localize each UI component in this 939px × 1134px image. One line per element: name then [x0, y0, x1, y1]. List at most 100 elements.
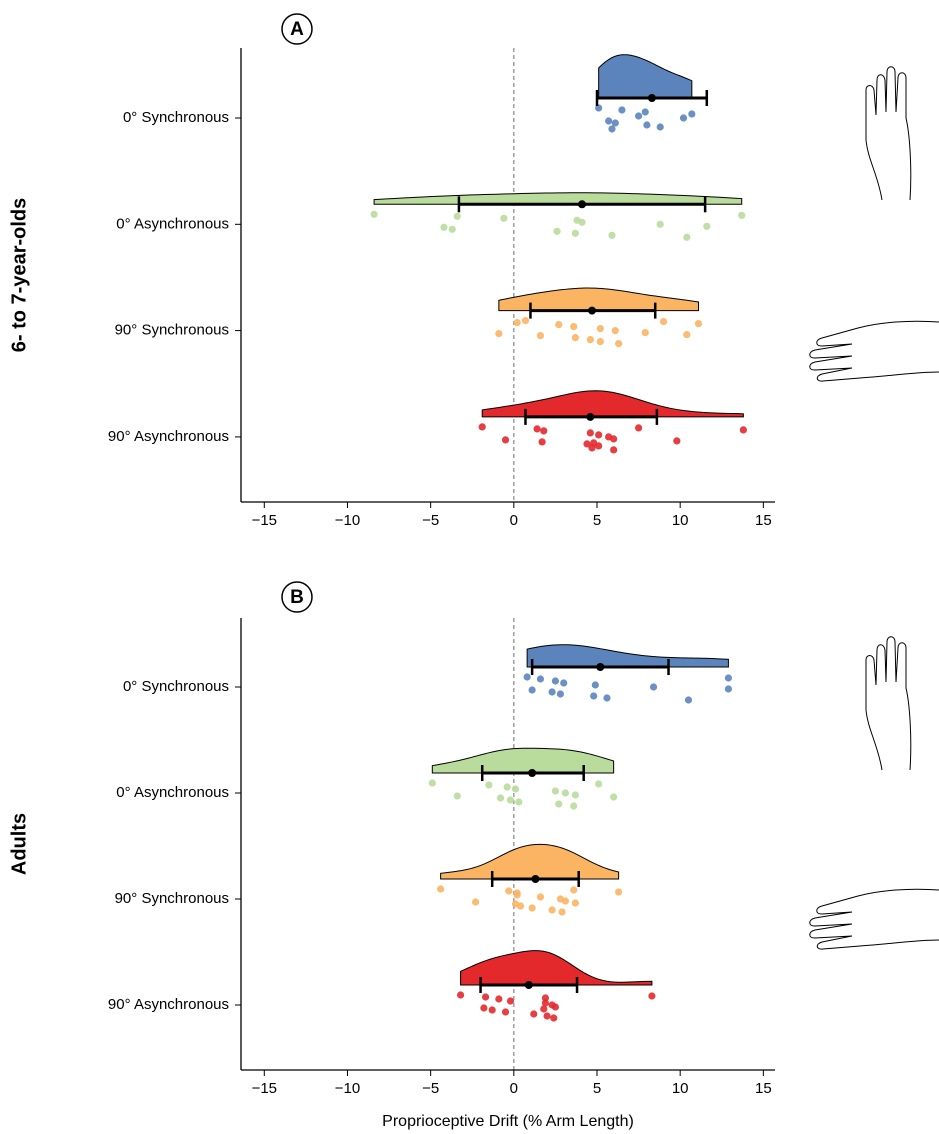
data-point — [688, 110, 696, 118]
density — [598, 54, 693, 99]
x-tick-label: −10 — [335, 512, 360, 529]
data-point — [548, 906, 556, 914]
data-point — [528, 904, 536, 912]
data-point — [505, 887, 513, 895]
x-tick-label: 15 — [755, 512, 772, 529]
data-point — [541, 999, 550, 1007]
data-point — [370, 210, 378, 218]
data-point — [550, 1014, 558, 1022]
data-point — [595, 780, 603, 788]
data-point — [513, 319, 521, 327]
hand-icons — [809, 66, 939, 950]
density — [440, 843, 620, 880]
data-point — [571, 899, 579, 907]
mean-point — [578, 200, 587, 209]
data-point — [488, 1006, 496, 1014]
data-point — [596, 325, 604, 333]
data-point — [586, 336, 594, 344]
data-point — [561, 897, 569, 905]
data-point — [659, 318, 668, 326]
data-point — [683, 331, 691, 339]
data-point — [495, 330, 503, 338]
data-point — [503, 783, 511, 791]
mean-point — [588, 306, 597, 315]
data-point — [456, 991, 465, 999]
data-point — [551, 1003, 560, 1011]
y-tick-label: 0° Synchronous — [123, 678, 229, 695]
data-point — [480, 1004, 488, 1012]
data-point — [724, 674, 733, 682]
x-tick-label: −5 — [422, 1080, 439, 1097]
data-point — [656, 220, 664, 228]
y-tick-label: 90° Synchronous — [115, 322, 229, 339]
data-point — [551, 677, 560, 685]
data-point — [570, 886, 578, 894]
data-point — [495, 995, 503, 1003]
data-point — [583, 440, 591, 448]
data-point — [608, 231, 616, 239]
data-point — [595, 431, 603, 439]
x-tick-label: −15 — [252, 512, 277, 529]
density — [481, 390, 744, 418]
data-point — [611, 327, 619, 335]
data-point — [541, 994, 550, 1002]
data-point — [496, 794, 505, 802]
data-point — [694, 320, 703, 328]
data-point — [506, 997, 515, 1005]
data-point — [608, 125, 616, 133]
data-point — [643, 121, 651, 129]
data-point — [548, 688, 556, 696]
data-point — [673, 437, 681, 445]
data-point — [555, 321, 563, 329]
data-point — [478, 423, 486, 431]
data-point — [428, 779, 436, 787]
data-point — [515, 798, 523, 806]
data-point — [501, 1008, 510, 1016]
x-tick-label: 10 — [672, 512, 689, 529]
data-point — [596, 338, 604, 346]
x-axis-label: Proprioceptive Drift (% Arm Length) — [382, 1113, 634, 1130]
data-point — [679, 114, 688, 122]
panel-badge — [281, 13, 313, 45]
data-point — [481, 993, 490, 1001]
data-point — [440, 223, 448, 231]
data-point — [615, 340, 623, 348]
data-point — [536, 675, 545, 683]
y-tick-label: 90° Synchronous — [115, 890, 229, 907]
data-point — [560, 679, 568, 687]
y-tick-label: 0° Synchronous — [123, 109, 229, 126]
x-tick-label: −15 — [252, 1080, 277, 1097]
data-point — [501, 436, 510, 444]
y-tick-label: 90° Asynchronous — [108, 996, 229, 1013]
y-axis-label: 6- to 7-year-olds — [8, 198, 30, 352]
data-point — [634, 112, 643, 120]
x-tick-label: 5 — [593, 1080, 601, 1097]
data-point — [641, 329, 649, 337]
x-tick-label: −5 — [422, 512, 439, 529]
data-point — [590, 692, 598, 700]
data-point — [611, 119, 619, 127]
data-point — [586, 429, 594, 437]
data-point — [500, 214, 508, 222]
data-point — [533, 425, 541, 433]
data-point — [610, 446, 618, 454]
data-point — [656, 123, 664, 131]
data-point — [634, 424, 643, 432]
data-point — [641, 108, 649, 116]
y-tick-label: 0° Asynchronous — [116, 215, 229, 232]
data-point — [570, 802, 578, 810]
data-point — [570, 323, 578, 331]
data-point — [590, 439, 598, 447]
data-point — [513, 891, 521, 899]
data-point — [603, 694, 611, 702]
mean-point — [531, 875, 540, 883]
data-point — [448, 225, 456, 233]
data-point — [558, 908, 566, 916]
data-point — [523, 673, 531, 681]
density — [431, 747, 615, 774]
data-point — [543, 1012, 551, 1020]
density — [526, 644, 729, 668]
data-point — [578, 218, 586, 226]
panel-badge — [281, 581, 313, 613]
data-point — [551, 787, 560, 795]
